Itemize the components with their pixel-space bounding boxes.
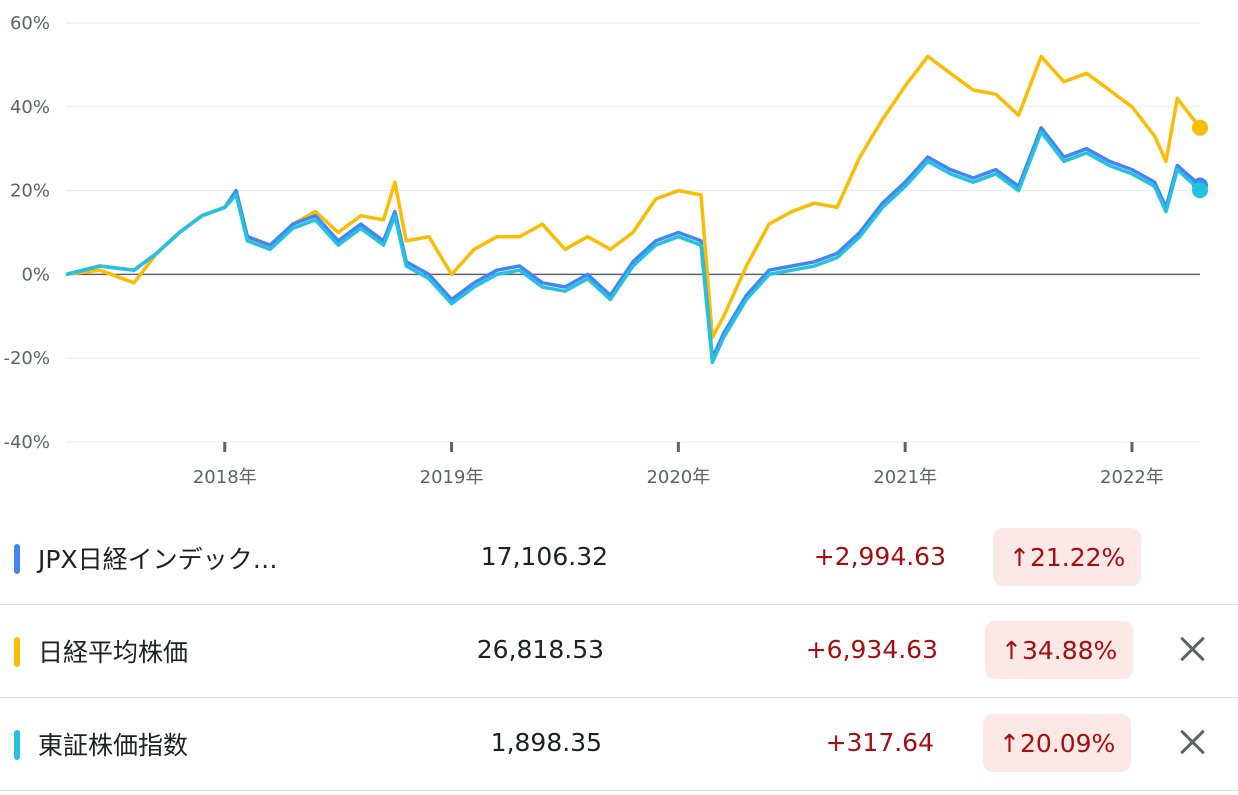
series-name: JPX日経インデック… (38, 545, 278, 574)
percent-change-badge: ↑ 20.09% (983, 714, 1132, 772)
y-tick-label: 0% (21, 264, 50, 285)
y-tick-label: 60% (10, 13, 50, 34)
series-endpoint-0 (1192, 119, 1208, 136)
comparison-legend: JPX日経インデック… 17,106.32 +2,994.63 ↑ 21.22% … (0, 512, 1238, 791)
y-tick-label: 40% (10, 97, 50, 118)
remove-series-button[interactable] (1172, 629, 1212, 669)
x-axis: 2018年 2019年 2020年 2021年 2022年 (193, 442, 1164, 488)
legend-row-nikkei225[interactable]: 日経平均株価 26,818.53 +6,934.63 ↑ 34.88% (0, 605, 1238, 698)
y-tick-label: -40% (3, 432, 50, 453)
y-tick-label: -20% (3, 348, 50, 369)
arrow-up-icon: ↑ (1001, 635, 1022, 665)
series-change: +317.64 (825, 728, 934, 757)
x-tick-label: 2019年 (420, 467, 484, 488)
series-price: 26,818.53 (476, 635, 604, 664)
y-tick-label: 20% (10, 181, 50, 202)
arrow-up-icon: ↑ (1009, 542, 1030, 572)
series-price: 17,106.32 (480, 542, 608, 571)
series-color-swatch (14, 544, 20, 574)
series-name: 東証株価指数 (38, 731, 189, 760)
chart-series (65, 54, 1208, 365)
comparison-line-chart: 60% 40% 20% 0% -20% -40% 2018年 2019年 2020年 2021年… (3, 13, 1208, 488)
x-tick-label: 2018年 (193, 467, 257, 488)
series-price: 1,898.35 (490, 728, 602, 757)
series-change: +6,934.63 (805, 635, 938, 664)
arrow-up-icon: ↑ (999, 728, 1020, 758)
series-name: 日経平均株価 (38, 638, 189, 667)
series-endpoint-2 (1192, 182, 1208, 199)
legend-row-topix[interactable]: 東証株価指数 1,898.35 +317.64 ↑ 20.09% (0, 698, 1238, 791)
y-axis: 60% 40% 20% 0% -20% -40% (3, 13, 50, 453)
series-color-swatch (14, 730, 20, 760)
x-tick-label: 2021年 (873, 467, 937, 488)
series-color-swatch (14, 637, 20, 667)
chart-gridlines (66, 22, 1200, 443)
x-tick-label: 2020年 (646, 467, 710, 488)
legend-row-jpx400[interactable]: JPX日経インデック… 17,106.32 +2,994.63 ↑ 21.22% (0, 512, 1238, 605)
series-change: +2,994.63 (813, 542, 946, 571)
series-line-2 (65, 130, 1202, 365)
remove-series-button[interactable] (1172, 722, 1212, 762)
x-tick-label: 2022年 (1100, 467, 1164, 488)
percent-change-badge: ↑ 34.88% (985, 621, 1134, 679)
percent-change-badge: ↑ 21.22% (993, 528, 1142, 586)
